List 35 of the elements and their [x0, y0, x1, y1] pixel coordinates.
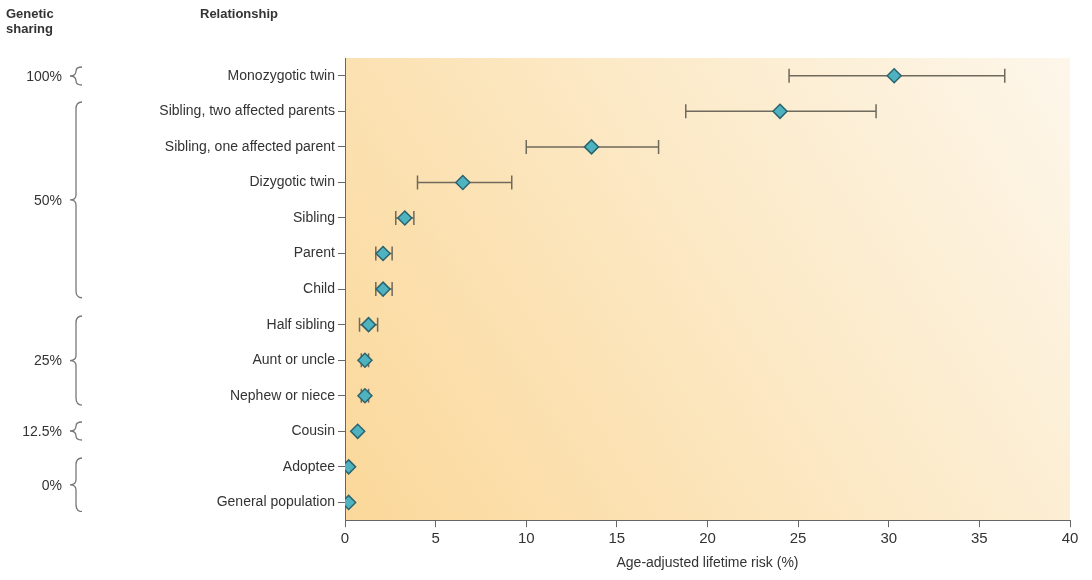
x-tick-label: 10 [517, 529, 535, 547]
y-tick-label: Dizygotic twin [249, 173, 335, 190]
x-axis-title: Age-adjusted lifetime risk (%) [616, 554, 799, 571]
y-tick-label: Cousin [291, 422, 335, 439]
text: 100% [26, 67, 62, 84]
x-tick-label: 5 [431, 529, 440, 547]
point [349, 423, 366, 440]
y-tick-label: Aunt or uncle [252, 351, 336, 368]
y-tick-label: Monozygotic twin [227, 66, 335, 83]
y-tick-label: Sibling, two affected parents [159, 102, 335, 119]
x-tick-label: 20 [699, 529, 716, 547]
x-tick-label: 25 [789, 529, 807, 547]
y-tick-label: Child [303, 279, 335, 296]
text: 12.5% [22, 423, 62, 440]
point [583, 139, 600, 155]
y-tick-label: Sibling, one affected parent [164, 137, 336, 154]
y-tick-label: Sibling [292, 208, 335, 225]
x-tick-label: 35 [971, 529, 988, 547]
y-tick-label: Nephew or niece [229, 386, 336, 403]
x-tick-label: 15 [608, 529, 626, 547]
x-tick-label: 30 [880, 529, 898, 547]
text: Genetic sharing [6, 6, 55, 36]
point [886, 68, 902, 84]
x-tick-label: 40 [1061, 529, 1079, 547]
point [772, 103, 788, 120]
y-tick-label: General population [216, 493, 335, 510]
text: 50% [33, 192, 62, 209]
y-axis-title: Relationship [200, 6, 279, 21]
text: 0% [41, 476, 62, 493]
x-tick-label: 0 [340, 529, 350, 547]
text: 25% [33, 352, 62, 369]
y-tick-label: Parent [293, 244, 336, 261]
point [455, 174, 471, 191]
y-tick-label: Half sibling [266, 315, 335, 332]
y-tick-label: Adoptee [282, 457, 336, 474]
